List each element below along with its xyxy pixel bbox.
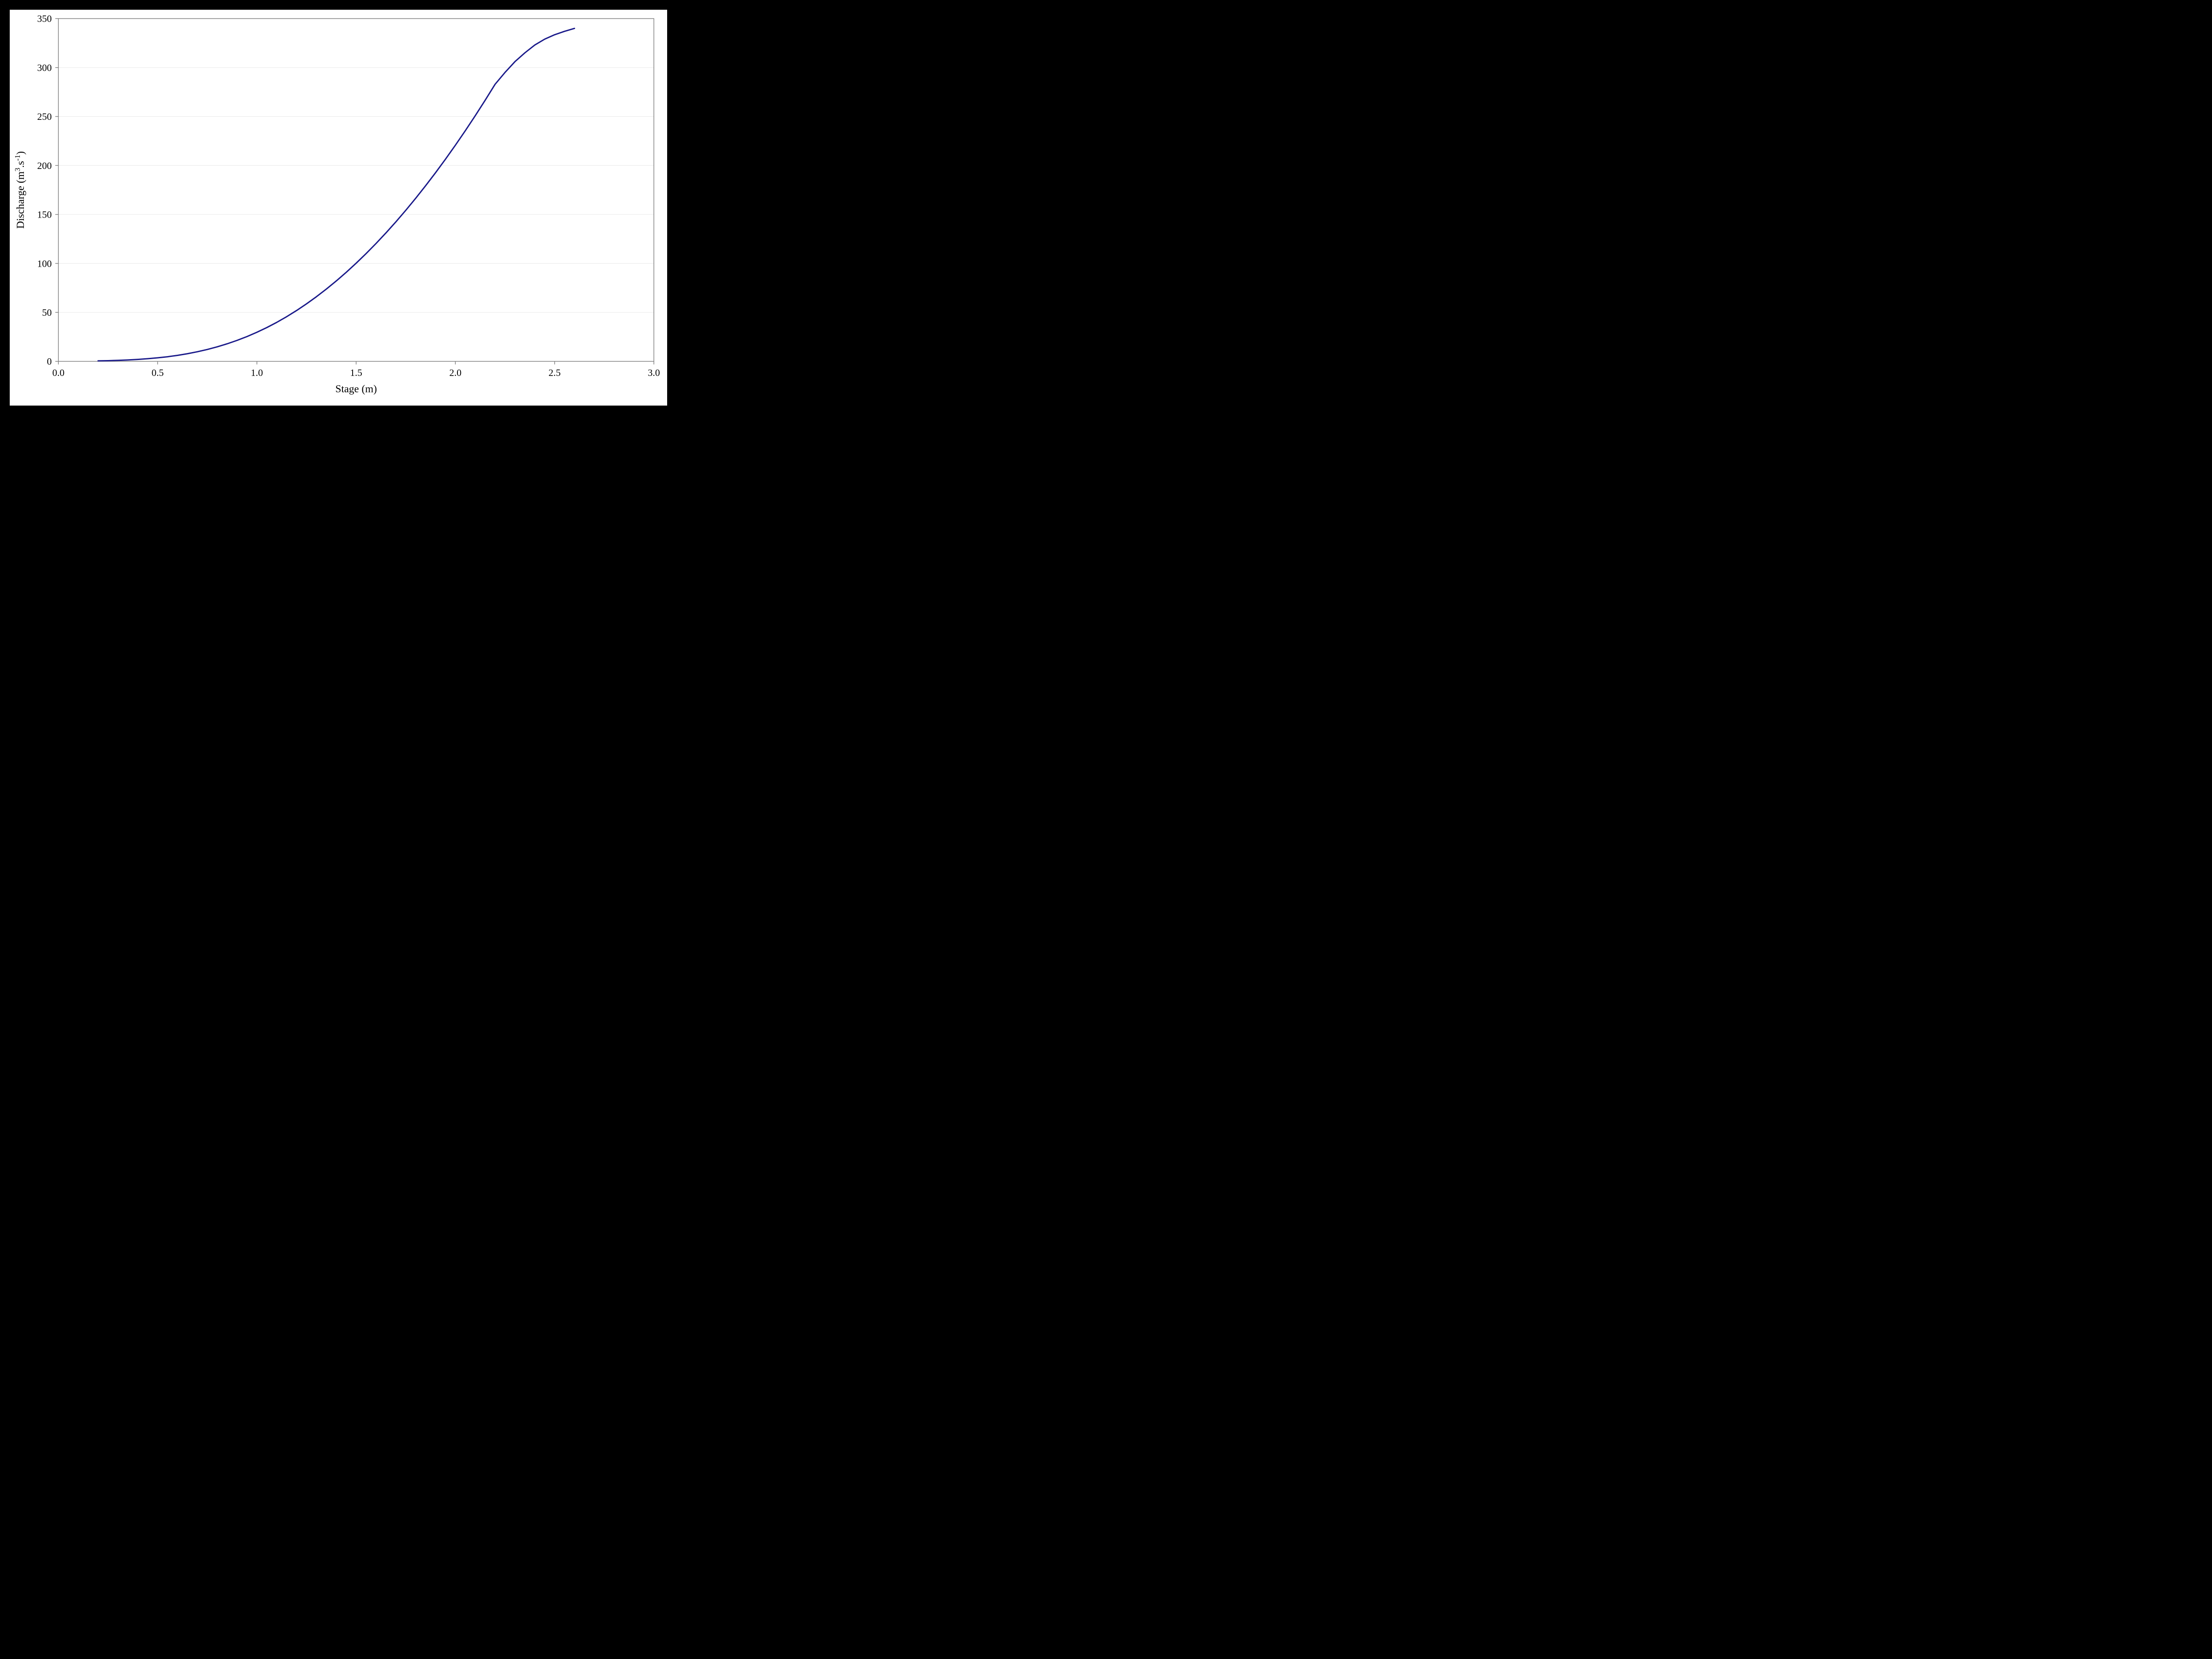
svg-text:2.0: 2.0 (449, 367, 462, 378)
svg-text:0.0: 0.0 (52, 367, 65, 378)
svg-text:0: 0 (47, 356, 52, 367)
svg-text:100: 100 (37, 258, 52, 269)
svg-text:1.5: 1.5 (350, 367, 362, 378)
svg-text:150: 150 (37, 209, 52, 220)
svg-text:Stage (m): Stage (m) (335, 383, 377, 395)
discharge-stage-chart: 0.0 0.5 1.0 1.5 2.0 2.5 3.0 0 50 100 150 200 250 300 3… (10, 10, 667, 406)
chart-panel: 0.0 0.5 1.0 1.5 2.0 2.5 3.0 0 50 100 150 200 250 300 3… (10, 10, 667, 406)
svg-text:1.0: 1.0 (251, 367, 263, 378)
svg-text:200: 200 (37, 160, 52, 171)
outer-black-frame: 0.0 0.5 1.0 1.5 2.0 2.5 3.0 0 50 100 150 200 250 300 3… (0, 0, 677, 415)
svg-text:2.5: 2.5 (549, 367, 561, 378)
svg-text:350: 350 (37, 13, 52, 24)
svg-text:300: 300 (37, 62, 52, 73)
svg-text:50: 50 (42, 307, 52, 318)
svg-text:0.5: 0.5 (152, 367, 164, 378)
svg-text:3.0: 3.0 (648, 367, 660, 378)
svg-text:Discharge (m3.s-1): Discharge (m3.s-1) (13, 151, 27, 229)
svg-text:250: 250 (37, 111, 52, 122)
